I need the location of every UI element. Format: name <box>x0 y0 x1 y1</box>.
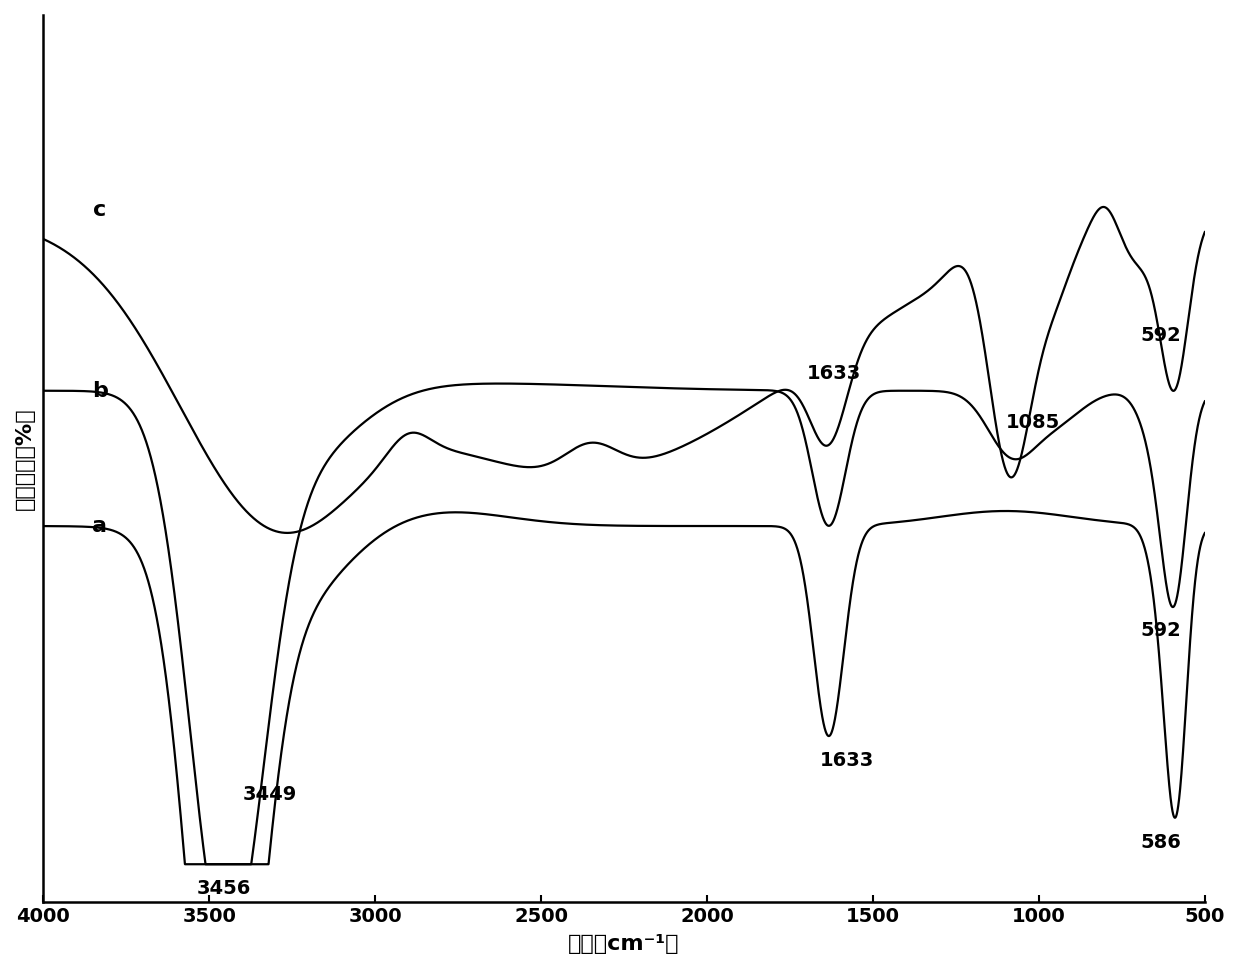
Text: 592: 592 <box>1141 327 1182 345</box>
Text: a: a <box>92 516 107 536</box>
Text: 586: 586 <box>1141 832 1182 852</box>
X-axis label: 波数（cm⁻¹）: 波数（cm⁻¹） <box>568 934 680 954</box>
Text: b: b <box>92 381 108 401</box>
Text: 1633: 1633 <box>820 751 874 770</box>
Text: 592: 592 <box>1141 621 1182 640</box>
Text: 3449: 3449 <box>243 785 296 804</box>
Text: 1633: 1633 <box>806 363 861 383</box>
Text: 1085: 1085 <box>1006 414 1060 432</box>
Y-axis label: 透射系数（%）: 透射系数（%） <box>15 407 35 510</box>
Text: c: c <box>93 201 107 220</box>
Text: 3456: 3456 <box>197 879 250 898</box>
